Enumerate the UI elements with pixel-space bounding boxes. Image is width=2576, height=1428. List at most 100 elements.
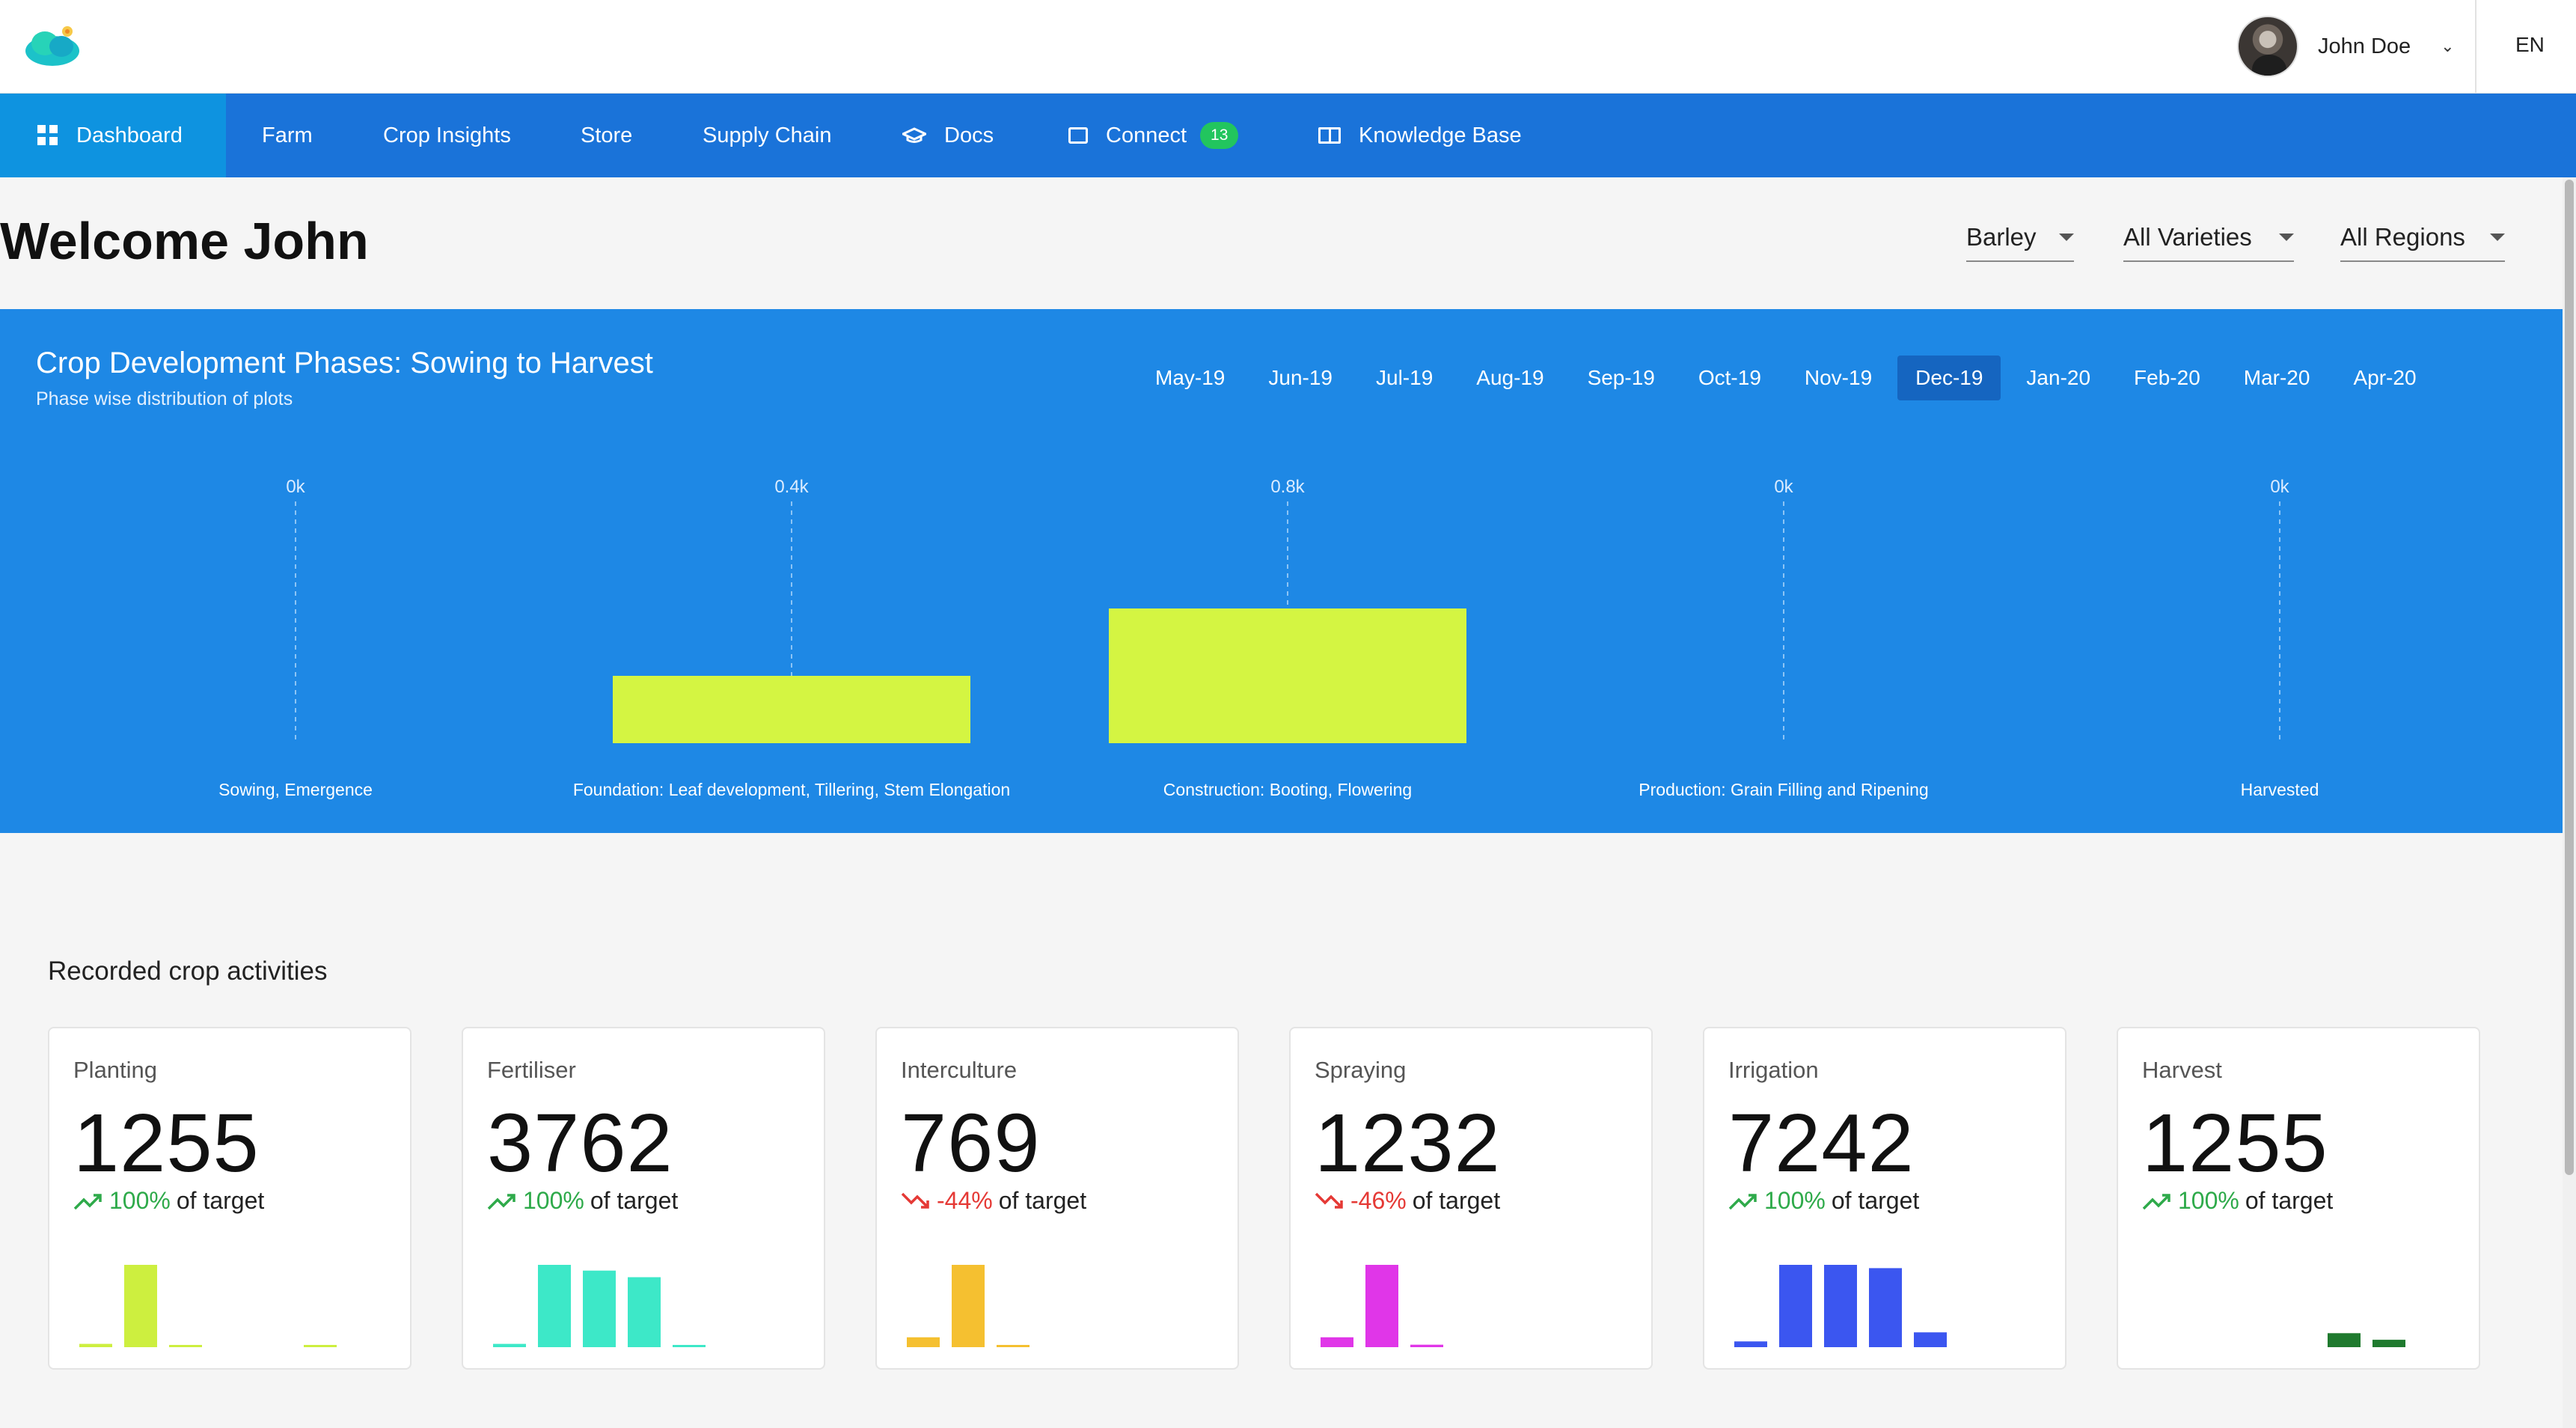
activity-card[interactable]: Irrigation 7242 100% of target	[1703, 1027, 2066, 1370]
mini-bar	[1410, 1344, 1443, 1347]
data-label: 0.4k	[774, 477, 809, 497]
phase-bar-chart: 0k Sowing, Emergence 0.4k Foundation: Leaf …	[218, 477, 2319, 799]
activity-card[interactable]: Fertiliser 3762 100% of target	[462, 1027, 825, 1370]
nav-item-label: Crop Insights	[383, 123, 511, 147]
caret-down-icon	[2279, 234, 2294, 241]
nav-item-connect[interactable]: Connect 13	[1068, 94, 1239, 177]
card-label: Harvest	[2142, 1057, 2222, 1083]
main-nav: Dashboard Farm Crop Insights Store Suppl…	[0, 94, 2576, 177]
book-icon	[1318, 127, 1341, 144]
data-label: 0k	[1774, 477, 1793, 497]
trending-up-icon	[487, 1193, 515, 1209]
month-tab[interactable]: May-19	[1155, 366, 1226, 389]
region-filter-select[interactable]: All Regions	[2340, 217, 2505, 262]
mini-bar	[2328, 1333, 2361, 1347]
month-tab[interactable]: Sep-19	[1587, 366, 1655, 389]
activity-card[interactable]: Spraying 1232 -46% of target	[1289, 1027, 1653, 1370]
nav-item-farm[interactable]: Farm	[262, 94, 313, 177]
mini-bar-chart	[1734, 1265, 1947, 1347]
app-logo-icon[interactable]	[22, 19, 82, 73]
trending-up-icon	[73, 1193, 102, 1209]
card-label: Interculture	[901, 1057, 1018, 1083]
activity-card[interactable]: Planting 1255 100% of target	[48, 1027, 412, 1370]
data-label: 0k	[2270, 477, 2289, 497]
mini-bar	[1321, 1337, 1353, 1347]
mini-bar	[1824, 1265, 1857, 1347]
nav-item-label: Store	[581, 123, 633, 147]
trend-suffix: of target	[2245, 1187, 2334, 1214]
month-tab[interactable]: Jan-20	[2026, 366, 2091, 389]
card-value: 7242	[1728, 1097, 1915, 1189]
month-tab[interactable]: Jul-19	[1376, 366, 1434, 389]
card-trend: 100% of target	[2142, 1187, 2333, 1215]
mini-bar-chart	[1321, 1265, 1443, 1347]
dashboard-icon	[37, 125, 58, 146]
trend-suffix: of target	[998, 1187, 1087, 1214]
chat-icon	[1068, 127, 1088, 144]
month-tab[interactable]: Nov-19	[1804, 366, 1873, 389]
month-tab[interactable]: Jun-19	[1268, 366, 1333, 389]
nav-item-store[interactable]: Store	[581, 94, 632, 177]
card-label: Planting	[73, 1057, 158, 1083]
user-name[interactable]: John Doe	[2318, 34, 2411, 58]
trend-percent: 100%	[2178, 1187, 2239, 1214]
card-trend: 100% of target	[73, 1187, 264, 1215]
card-trend: -44% of target	[901, 1187, 1086, 1215]
month-tab[interactable]: Dec-19	[1897, 356, 2001, 400]
notification-badge: 13	[1200, 122, 1239, 149]
variety-filter-select[interactable]: All Varieties	[2123, 217, 2294, 262]
mini-bar	[1365, 1265, 1398, 1347]
variety-filter-value: All Varieties	[2123, 223, 2252, 251]
scrollbar-thumb[interactable]	[2565, 180, 2574, 1175]
crop-filter-select[interactable]: Barley	[1966, 217, 2074, 262]
card-trend: -46% of target	[1315, 1187, 1500, 1215]
nav-item-knowledge-base[interactable]: Knowledge Base	[1318, 94, 1522, 177]
activity-card[interactable]: Harvest 1255 100% of target	[2117, 1027, 2480, 1370]
avatar[interactable]	[2237, 16, 2298, 77]
section-title: Recorded crop activities	[48, 956, 328, 986]
mini-bar	[628, 1277, 661, 1347]
month-tab[interactable]: Feb-20	[2134, 366, 2200, 389]
category-label: Construction: Booting, Flowering	[1163, 780, 1412, 799]
month-tab[interactable]: Apr-20	[2353, 366, 2417, 389]
language-selector[interactable]: EN	[2515, 33, 2545, 56]
phase-bar[interactable]	[1109, 608, 1466, 743]
nav-item-supply-chain[interactable]: Supply Chain	[703, 94, 832, 177]
mini-bar	[304, 1345, 337, 1347]
month-tab[interactable]: Mar-20	[2243, 366, 2310, 389]
card-trend: 100% of target	[487, 1187, 678, 1215]
mini-bar	[1869, 1268, 1902, 1347]
mini-bar	[2372, 1340, 2405, 1347]
category-label: Production: Grain Filling and Ripening	[1639, 780, 1928, 799]
mini-bar	[79, 1343, 112, 1347]
nav-item-label: Connect	[1106, 123, 1187, 147]
mini-bar	[169, 1345, 202, 1347]
user-menu[interactable]: John Doe ⌄	[2237, 15, 2455, 78]
caret-down-icon	[2059, 234, 2074, 241]
month-tab[interactable]: Oct-19	[1698, 366, 1761, 389]
nav-item-docs[interactable]: Docs	[902, 94, 994, 177]
mini-bar	[673, 1345, 706, 1347]
nav-item-dashboard[interactable]: Dashboard	[0, 94, 226, 177]
nav-item-label: Farm	[262, 123, 313, 147]
nav-item-label: Supply Chain	[703, 123, 832, 147]
month-tab[interactable]: Aug-19	[1476, 366, 1544, 389]
data-label: 0.8k	[1270, 477, 1305, 497]
card-trend: 100% of target	[1728, 1187, 1919, 1215]
page-title: Welcome John	[0, 212, 369, 270]
trending-up-icon	[2142, 1193, 2170, 1209]
card-value: 1255	[73, 1097, 260, 1189]
card-label: Spraying	[1315, 1057, 1407, 1083]
trend-percent: -44%	[937, 1187, 993, 1214]
nav-item-crop-insights[interactable]: Crop Insights	[383, 94, 511, 177]
trend-suffix: of target	[1831, 1187, 1920, 1214]
phase-bar[interactable]	[613, 676, 970, 743]
mini-bar	[583, 1270, 616, 1347]
mini-bar	[952, 1265, 985, 1347]
mini-bar	[1734, 1341, 1767, 1347]
mini-bar	[538, 1265, 571, 1347]
activity-card[interactable]: Interculture 769 -44% of target	[875, 1027, 1239, 1370]
divider	[2475, 0, 2476, 94]
trend-percent: 100%	[523, 1187, 584, 1214]
chevron-down-icon[interactable]: ⌄	[2441, 37, 2455, 55]
